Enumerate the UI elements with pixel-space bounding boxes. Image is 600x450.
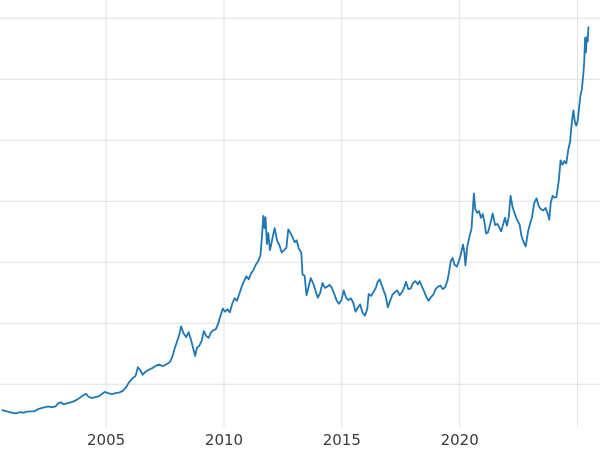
x-tick-label: 2015 — [323, 431, 361, 449]
x-tick-labels-layer: 2005 2010 2015 2020 — [87, 431, 479, 449]
x-tick-label: 2020 — [441, 431, 479, 449]
x-tick-label: 2010 — [205, 431, 243, 449]
series-layer — [1, 26, 590, 415]
gridlines-layer — [0, 0, 600, 427]
price-line — [1, 26, 590, 415]
x-tick-label: 2005 — [87, 431, 125, 449]
